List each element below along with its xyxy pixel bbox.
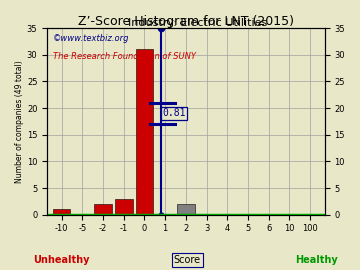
Bar bbox=[53, 209, 71, 215]
Text: Healthy: Healthy bbox=[296, 255, 338, 265]
Text: Score: Score bbox=[174, 255, 201, 265]
Text: 0.81: 0.81 bbox=[162, 108, 186, 118]
Bar bbox=[136, 49, 153, 215]
Bar bbox=[177, 204, 195, 215]
Text: Unhealthy: Unhealthy bbox=[33, 255, 89, 265]
Text: ©www.textbiz.org: ©www.textbiz.org bbox=[53, 33, 129, 43]
Text: Industry: Electric Utilities: Industry: Electric Utilities bbox=[129, 18, 267, 28]
Text: The Research Foundation of SUNY: The Research Foundation of SUNY bbox=[53, 52, 196, 61]
Y-axis label: Number of companies (49 total): Number of companies (49 total) bbox=[15, 60, 24, 183]
Bar bbox=[115, 199, 132, 215]
Title: Z’-Score Histogram for LNT (2015): Z’-Score Histogram for LNT (2015) bbox=[78, 15, 294, 28]
Bar bbox=[94, 204, 112, 215]
